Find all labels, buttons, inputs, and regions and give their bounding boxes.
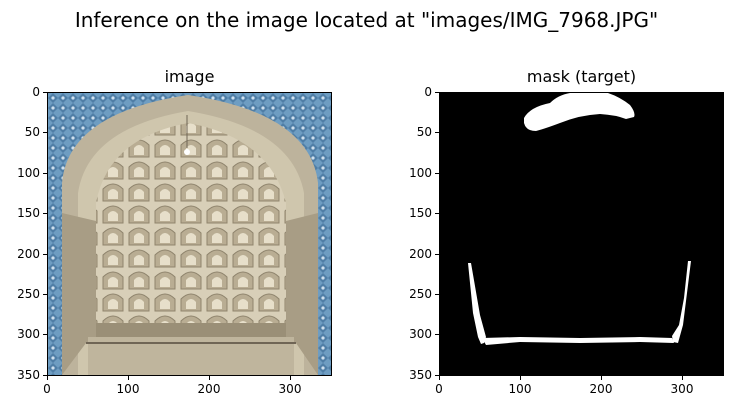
image-axes	[47, 92, 332, 376]
archway-photo	[48, 93, 331, 375]
mask-panel-title: mask (target)	[526, 67, 637, 86]
mask-axes	[439, 92, 724, 376]
image-panel-title: image	[164, 67, 215, 86]
mask-right-edge	[672, 261, 691, 343]
mask-left-edge	[468, 263, 486, 344]
mask-bottom-edge	[482, 337, 674, 345]
mask-image	[440, 93, 723, 375]
figure-title: Inference on the image located at "image…	[74, 8, 659, 32]
mask-top-region	[524, 93, 635, 131]
